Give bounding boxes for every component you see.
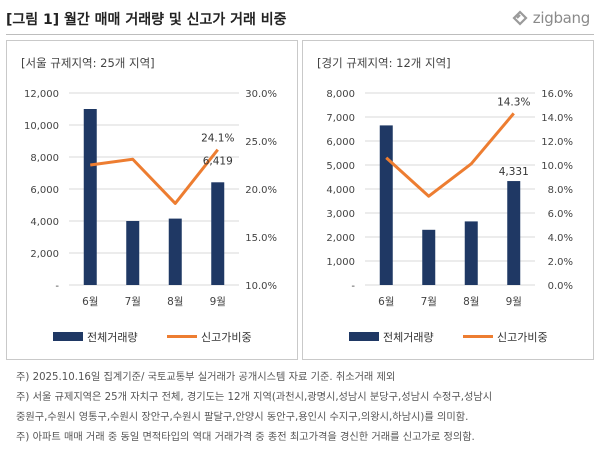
seoul-chart-panel: [서울 규제지역: 25개 지역] - 2,000 4,000 6,000 8,000 10…	[6, 40, 298, 360]
y-right-tick-label: 12.0%	[541, 137, 573, 148]
y-left-tick-label: 8,000	[326, 89, 355, 100]
bar	[507, 181, 521, 285]
bar	[379, 125, 393, 286]
legend-line-label: 신고가비중	[497, 331, 548, 344]
x-tick-label: 9월	[506, 296, 522, 308]
zigbang-logo-icon	[512, 10, 528, 26]
page-title: [그림 1] 월간 매매 거래량 및 신고가 거래 비중	[6, 12, 287, 28]
y-right-tick-label: 30.0%	[245, 89, 277, 100]
y-right-tick-label: 6.0%	[548, 209, 573, 220]
y-right-tick-label: 16.0%	[541, 89, 573, 100]
y-right-tick-label: 2.0%	[548, 257, 573, 268]
y-left-tick-label: 12,000	[24, 89, 59, 100]
y-right-tick-label: 10.0%	[541, 161, 573, 172]
title-divider	[6, 34, 594, 35]
data-label: 4,331	[499, 166, 529, 178]
zigbang-logo: zigbang	[511, 8, 590, 28]
x-tick-label: 7월	[421, 296, 437, 308]
data-label: 14.3%	[497, 96, 530, 108]
bar	[211, 182, 225, 285]
bar	[464, 221, 478, 285]
footnote-2: 주) 서울 규제지역은 25개 자치구 전체, 경기도는 12개 지역(과천시,…	[16, 392, 493, 403]
y-right-tick-label: 0.0%	[548, 281, 573, 292]
y-left-tick-label: 1,000	[326, 257, 355, 268]
bar	[83, 109, 97, 285]
gyeonggi-chart-panel: [경기 규제지역: 12개 지역] - 1,000 2,000 3,000 4,000 5,…	[302, 40, 594, 360]
seoul-chart: [서울 규제지역: 25개 지역] - 2,000 4,000 6,000 8,000 10…	[21, 56, 277, 344]
y-left-tick-label: 2,000	[30, 249, 59, 260]
x-tick-label: 6월	[378, 296, 394, 308]
y-right-tick-label: 15.0%	[245, 233, 277, 244]
y-left-tick-label: 4,000	[326, 185, 355, 196]
y-right-tick-label: 8.0%	[548, 185, 573, 196]
footnote-1: 주) 2025.10.16일 집계기준/ 국토교통부 실거래가 공개시스템 자료…	[16, 372, 396, 383]
y-right-tick-label: 10.0%	[245, 281, 277, 292]
gyeonggi-chart: [경기 규제지역: 12개 지역] - 1,000 2,000 3,000 4,000 5,…	[317, 56, 573, 344]
bar	[126, 221, 140, 285]
y-left-tick-label: 5,000	[326, 161, 355, 172]
header: [그림 1] 월간 매매 거래량 및 신고가 거래 비중 zigbang	[6, 6, 594, 30]
y-left-tick-label: 7,000	[326, 113, 355, 124]
bar	[422, 229, 436, 285]
y-left-tick-label: -	[55, 281, 59, 292]
x-tick-label: 8월	[167, 296, 183, 308]
data-label: 24.1%	[201, 133, 234, 145]
x-tick-label: 8월	[463, 296, 479, 308]
footnote-4: 주) 아파트 매매 거래 중 동일 면적타입의 역대 거래가격 중 종전 최고가…	[16, 432, 475, 443]
legend-bar-swatch	[53, 332, 83, 341]
logo-text: zigbang	[532, 9, 591, 27]
y-left-tick-label: 8,000	[30, 153, 59, 164]
y-left-tick-label: 4,000	[30, 217, 59, 228]
legend-bar-label: 전체거래량	[87, 331, 138, 344]
legend-bar-label: 전체거래량	[383, 331, 434, 344]
y-left-tick-label: 6,000	[30, 185, 59, 196]
y-left-tick-label: -	[351, 281, 355, 292]
x-tick-label: 6월	[82, 296, 98, 308]
ratio-line	[90, 148, 219, 205]
chart-title: [서울 규제지역: 25개 지역]	[21, 56, 155, 70]
y-right-tick-label: 20.0%	[245, 185, 277, 196]
y-left-tick-label: 6,000	[326, 137, 355, 148]
footnote-3: 중원구,수원시 영통구,수원시 장안구,수원시 팔달구,안양시 동안구,용인시 …	[16, 412, 469, 423]
y-right-tick-label: 4.0%	[548, 233, 573, 244]
y-left-tick-label: 2,000	[326, 233, 355, 244]
y-right-tick-label: 25.0%	[245, 137, 277, 148]
bar	[168, 218, 182, 285]
chart-title: [경기 규제지역: 12개 지역]	[317, 56, 451, 70]
legend-line-label: 신고가비중	[201, 331, 252, 344]
legend-bar-swatch	[349, 332, 379, 341]
y-right-tick-label: 14.0%	[541, 113, 573, 124]
ratio-line	[385, 112, 515, 198]
footnotes: 주) 2025.10.16일 집계기준/ 국토교통부 실거래가 공개시스템 자료…	[16, 368, 592, 448]
x-tick-label: 9월	[210, 296, 226, 308]
x-tick-label: 7월	[125, 296, 141, 308]
y-left-tick-label: 3,000	[326, 209, 355, 220]
data-label: 6,419	[203, 155, 233, 167]
y-left-tick-label: 10,000	[24, 121, 59, 132]
